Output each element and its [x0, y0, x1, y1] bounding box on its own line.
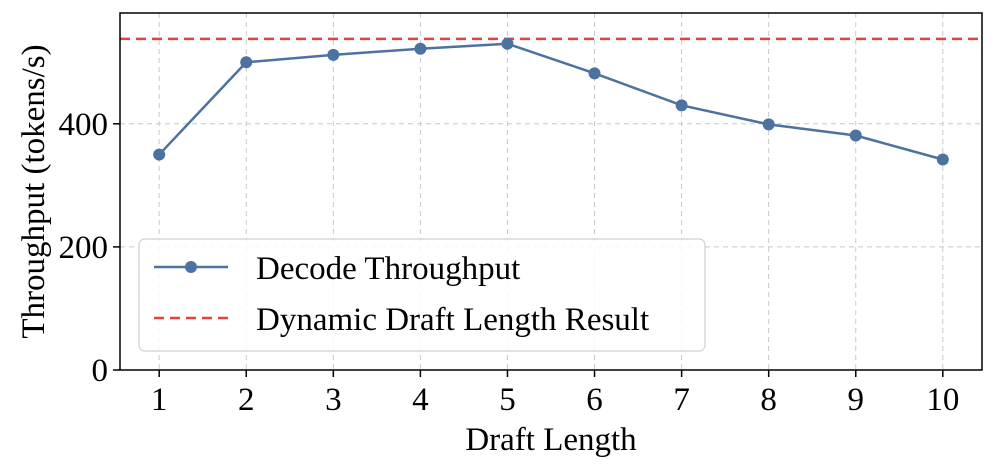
x-tick-label: 7 [673, 382, 690, 418]
series [153, 37, 949, 166]
data-point [501, 37, 514, 50]
data-point [762, 118, 775, 131]
series-line [158, 42, 944, 161]
legend-label-decode-throughput: Decode Throughput [256, 251, 520, 287]
legend-box [138, 238, 706, 352]
data-point [240, 56, 253, 69]
y-axis-ticks: 0 200 400 [59, 107, 120, 389]
legend: Decode Throughput Dynamic Draft Length R… [138, 238, 706, 352]
data-point [675, 99, 688, 112]
x-tick-label: 6 [586, 382, 603, 418]
x-tick-label: 1 [151, 382, 168, 418]
y-tick-label: 200 [59, 230, 109, 266]
x-tick-label: 3 [325, 382, 342, 418]
y-tick-label: 0 [92, 353, 109, 389]
x-tick-label: 8 [760, 382, 777, 418]
x-tick-label: 2 [238, 382, 255, 418]
data-point [153, 148, 166, 161]
y-axis-label: Throughput (tokens/s) [16, 44, 52, 338]
legend-marker-decode-throughput [185, 261, 197, 273]
legend-label-dynamic-draft-length: Dynamic Draft Length Result [256, 302, 649, 338]
x-tick-label: 5 [499, 382, 516, 418]
data-point [936, 153, 949, 166]
data-point [414, 42, 427, 55]
x-axis-ticks: 1 2 3 4 5 6 7 8 9 10 [151, 370, 959, 418]
plot-frame [119, 12, 983, 371]
data-point [849, 129, 862, 142]
x-tick-label: 4 [412, 382, 429, 418]
data-point [327, 48, 340, 61]
data-point [588, 67, 601, 80]
x-tick-label: 10 [926, 382, 959, 418]
x-tick-label: 9 [847, 382, 864, 418]
y-tick-label: 400 [59, 107, 109, 143]
x-axis-label: Draft Length [465, 422, 637, 458]
